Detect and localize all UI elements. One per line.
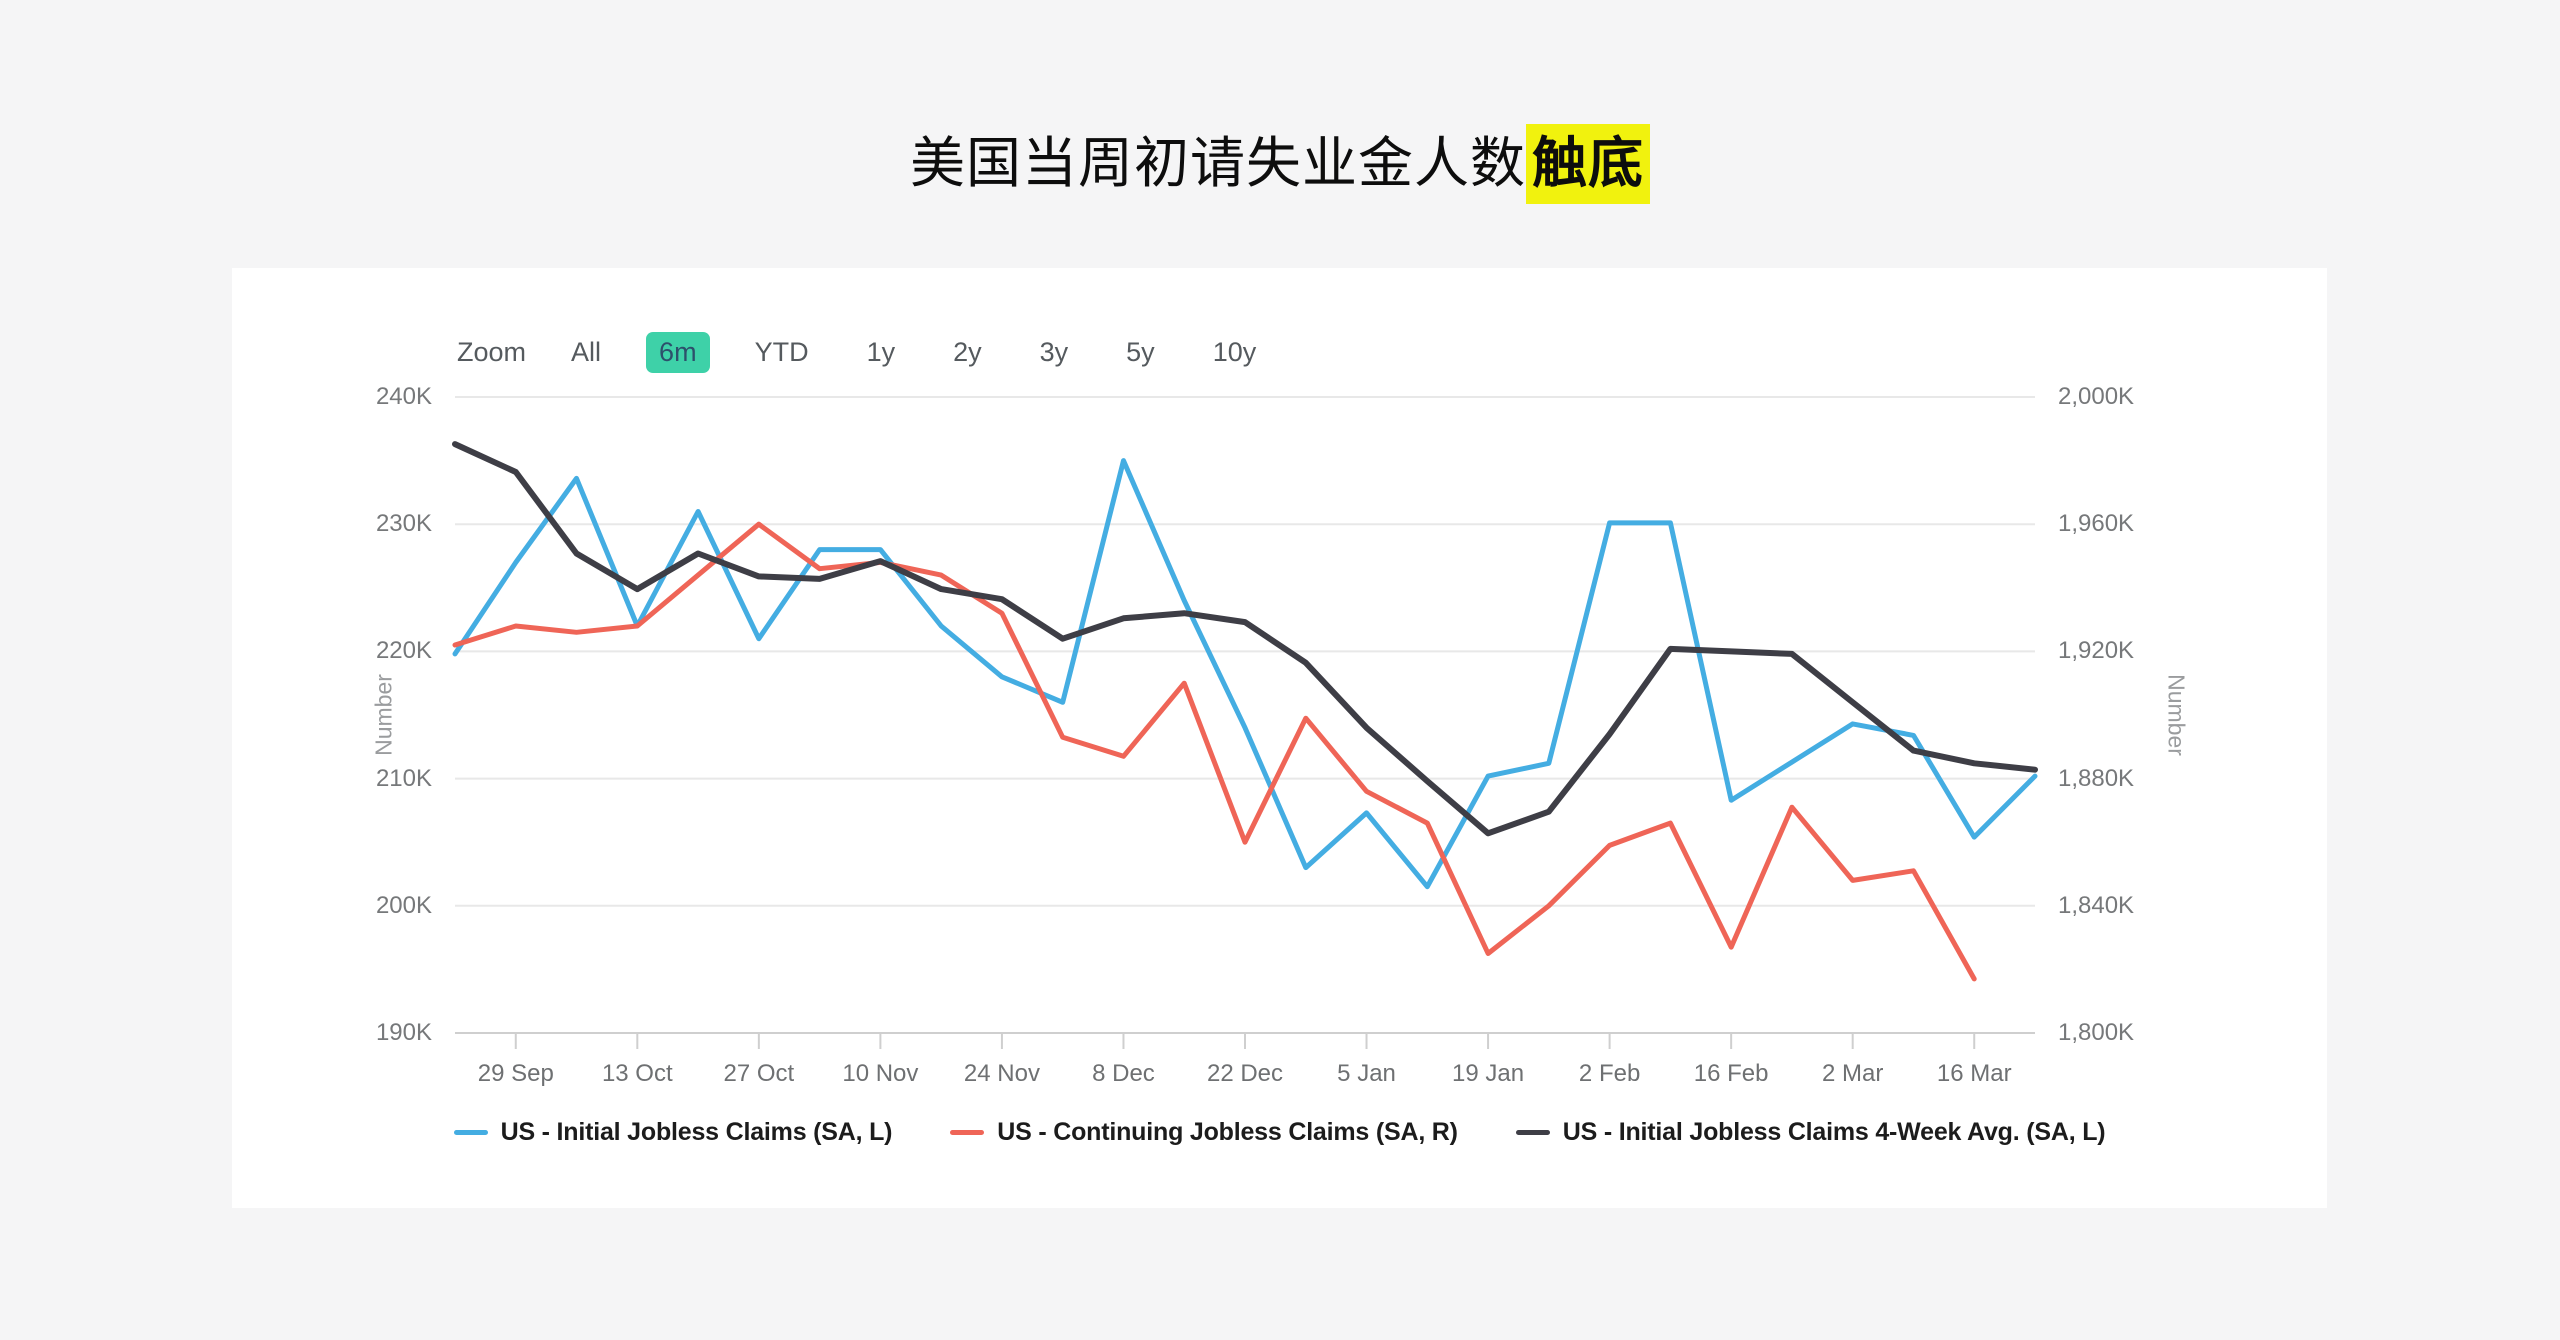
x-axis-tick-label: 29 Sep	[477, 1060, 554, 1087]
x-axis-tick-label: 16 Mar	[1936, 1060, 2012, 1087]
x-axis-tick-label: 8 Dec	[1092, 1060, 1155, 1087]
legend: US - Initial Jobless Claims (SA, L) US - …	[232, 1118, 2327, 1147]
x-axis-tick-label: 2 Feb	[1578, 1060, 1641, 1087]
zoom-button-1y[interactable]: 1y	[866, 336, 896, 367]
left-axis-tick-label: 220K	[375, 637, 432, 665]
right-axis-tick-label: 1,880K	[2058, 764, 2135, 792]
x-axis-tick-label: 13 Oct	[601, 1060, 673, 1087]
title-text: 美国当周初请失业金人数	[909, 132, 1526, 194]
x-axis-tick-label: 24 Nov	[963, 1060, 1040, 1087]
legend-item-0[interactable]: US - Initial Jobless Claims (SA, L)	[453, 1118, 893, 1147]
right-axis-tick-label: 2,000K	[2058, 383, 2135, 410]
legend-marker-icon	[1515, 1130, 1550, 1135]
legend-item-1[interactable]: US - Continuing Jobless Claims (SA, R)	[950, 1118, 1458, 1147]
zoom-button-3y[interactable]: 3y	[1039, 336, 1069, 367]
line-chart	[452, 396, 2038, 1049]
right-axis-title: Number	[2163, 674, 2190, 756]
right-axis-tick-label: 1,800K	[2058, 1019, 2135, 1046]
left-axis-tick-label: 200K	[375, 891, 432, 919]
zoom-button-All[interactable]: All	[571, 336, 602, 367]
zoom-label: Zoom	[457, 336, 527, 367]
zoom-button-5y[interactable]: 5y	[1126, 336, 1155, 367]
zoom-button-10y[interactable]: 10y	[1212, 336, 1257, 367]
x-axis-tick-label: 19 Jan	[1452, 1060, 1525, 1087]
right-axis-tick-label: 1,840K	[2058, 891, 2135, 919]
zoom-button-YTD[interactable]: YTD	[754, 336, 809, 367]
x-axis-tick-label: 27 Oct	[723, 1060, 795, 1087]
zoom-button-6m[interactable]: 6m	[646, 331, 710, 373]
left-axis-title: Number	[370, 674, 397, 756]
page-title: 美国当周初请失业金人数 触底	[0, 118, 2560, 204]
x-axis-tick-label: 2 Mar	[1822, 1060, 1884, 1087]
zoom-toolbar: Zoom All 6m YTD 1y 2y 3y 5y 10y	[457, 326, 1269, 378]
left-axis-tick-label: 240K	[375, 383, 432, 410]
left-axis-tick-label: 230K	[375, 510, 432, 538]
legend-label: US - Continuing Jobless Claims (SA, R)	[997, 1118, 1458, 1146]
chart-panel: Zoom All 6m YTD 1y 2y 3y 5y 10y 240K 230K 220K 210…	[232, 268, 2327, 1208]
right-axis-tick-label: 1,920K	[2058, 637, 2135, 665]
x-axis-tick-label: 5 Jan	[1337, 1060, 1396, 1087]
right-axis-tick-label: 1,960K	[2058, 510, 2135, 538]
legend-marker-icon	[453, 1130, 488, 1135]
left-axis-tick-label: 210K	[375, 764, 432, 792]
x-axis-tick-label: 16 Feb	[1693, 1060, 1769, 1087]
legend-label: US - Initial Jobless Claims (SA, L)	[500, 1118, 893, 1146]
series-line-1	[452, 521, 1977, 982]
left-axis-tick-label: 190K	[375, 1019, 432, 1046]
zoom-button-2y[interactable]: 2y	[953, 336, 982, 367]
legend-item-2[interactable]: US - Initial Jobless Claims 4-Week Avg. …	[1515, 1118, 2106, 1147]
title-highlight: 触底	[1526, 124, 1651, 204]
legend-marker-icon	[950, 1130, 985, 1135]
x-axis-tick-label: 22 Dec	[1206, 1060, 1284, 1087]
series-line-2	[452, 441, 2038, 837]
x-axis-tick-label: 10 Nov	[842, 1060, 919, 1087]
legend-label: US - Initial Jobless Claims 4-Week Avg. …	[1562, 1118, 2106, 1146]
series-line-0	[452, 458, 2038, 890]
